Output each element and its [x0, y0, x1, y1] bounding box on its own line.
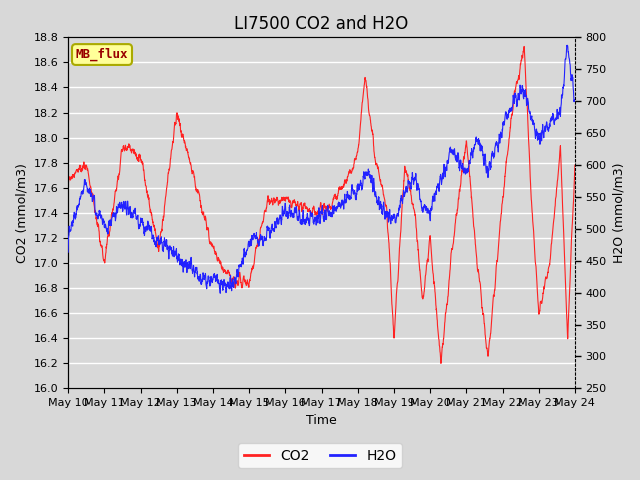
Y-axis label: CO2 (mmol/m3): CO2 (mmol/m3): [15, 163, 28, 263]
Y-axis label: H2O (mmol/m3): H2O (mmol/m3): [612, 163, 625, 263]
Text: MB_flux: MB_flux: [76, 48, 128, 61]
Legend: CO2, H2O: CO2, H2O: [238, 443, 402, 468]
X-axis label: Time: Time: [306, 414, 337, 427]
Title: LI7500 CO2 and H2O: LI7500 CO2 and H2O: [234, 15, 409, 33]
